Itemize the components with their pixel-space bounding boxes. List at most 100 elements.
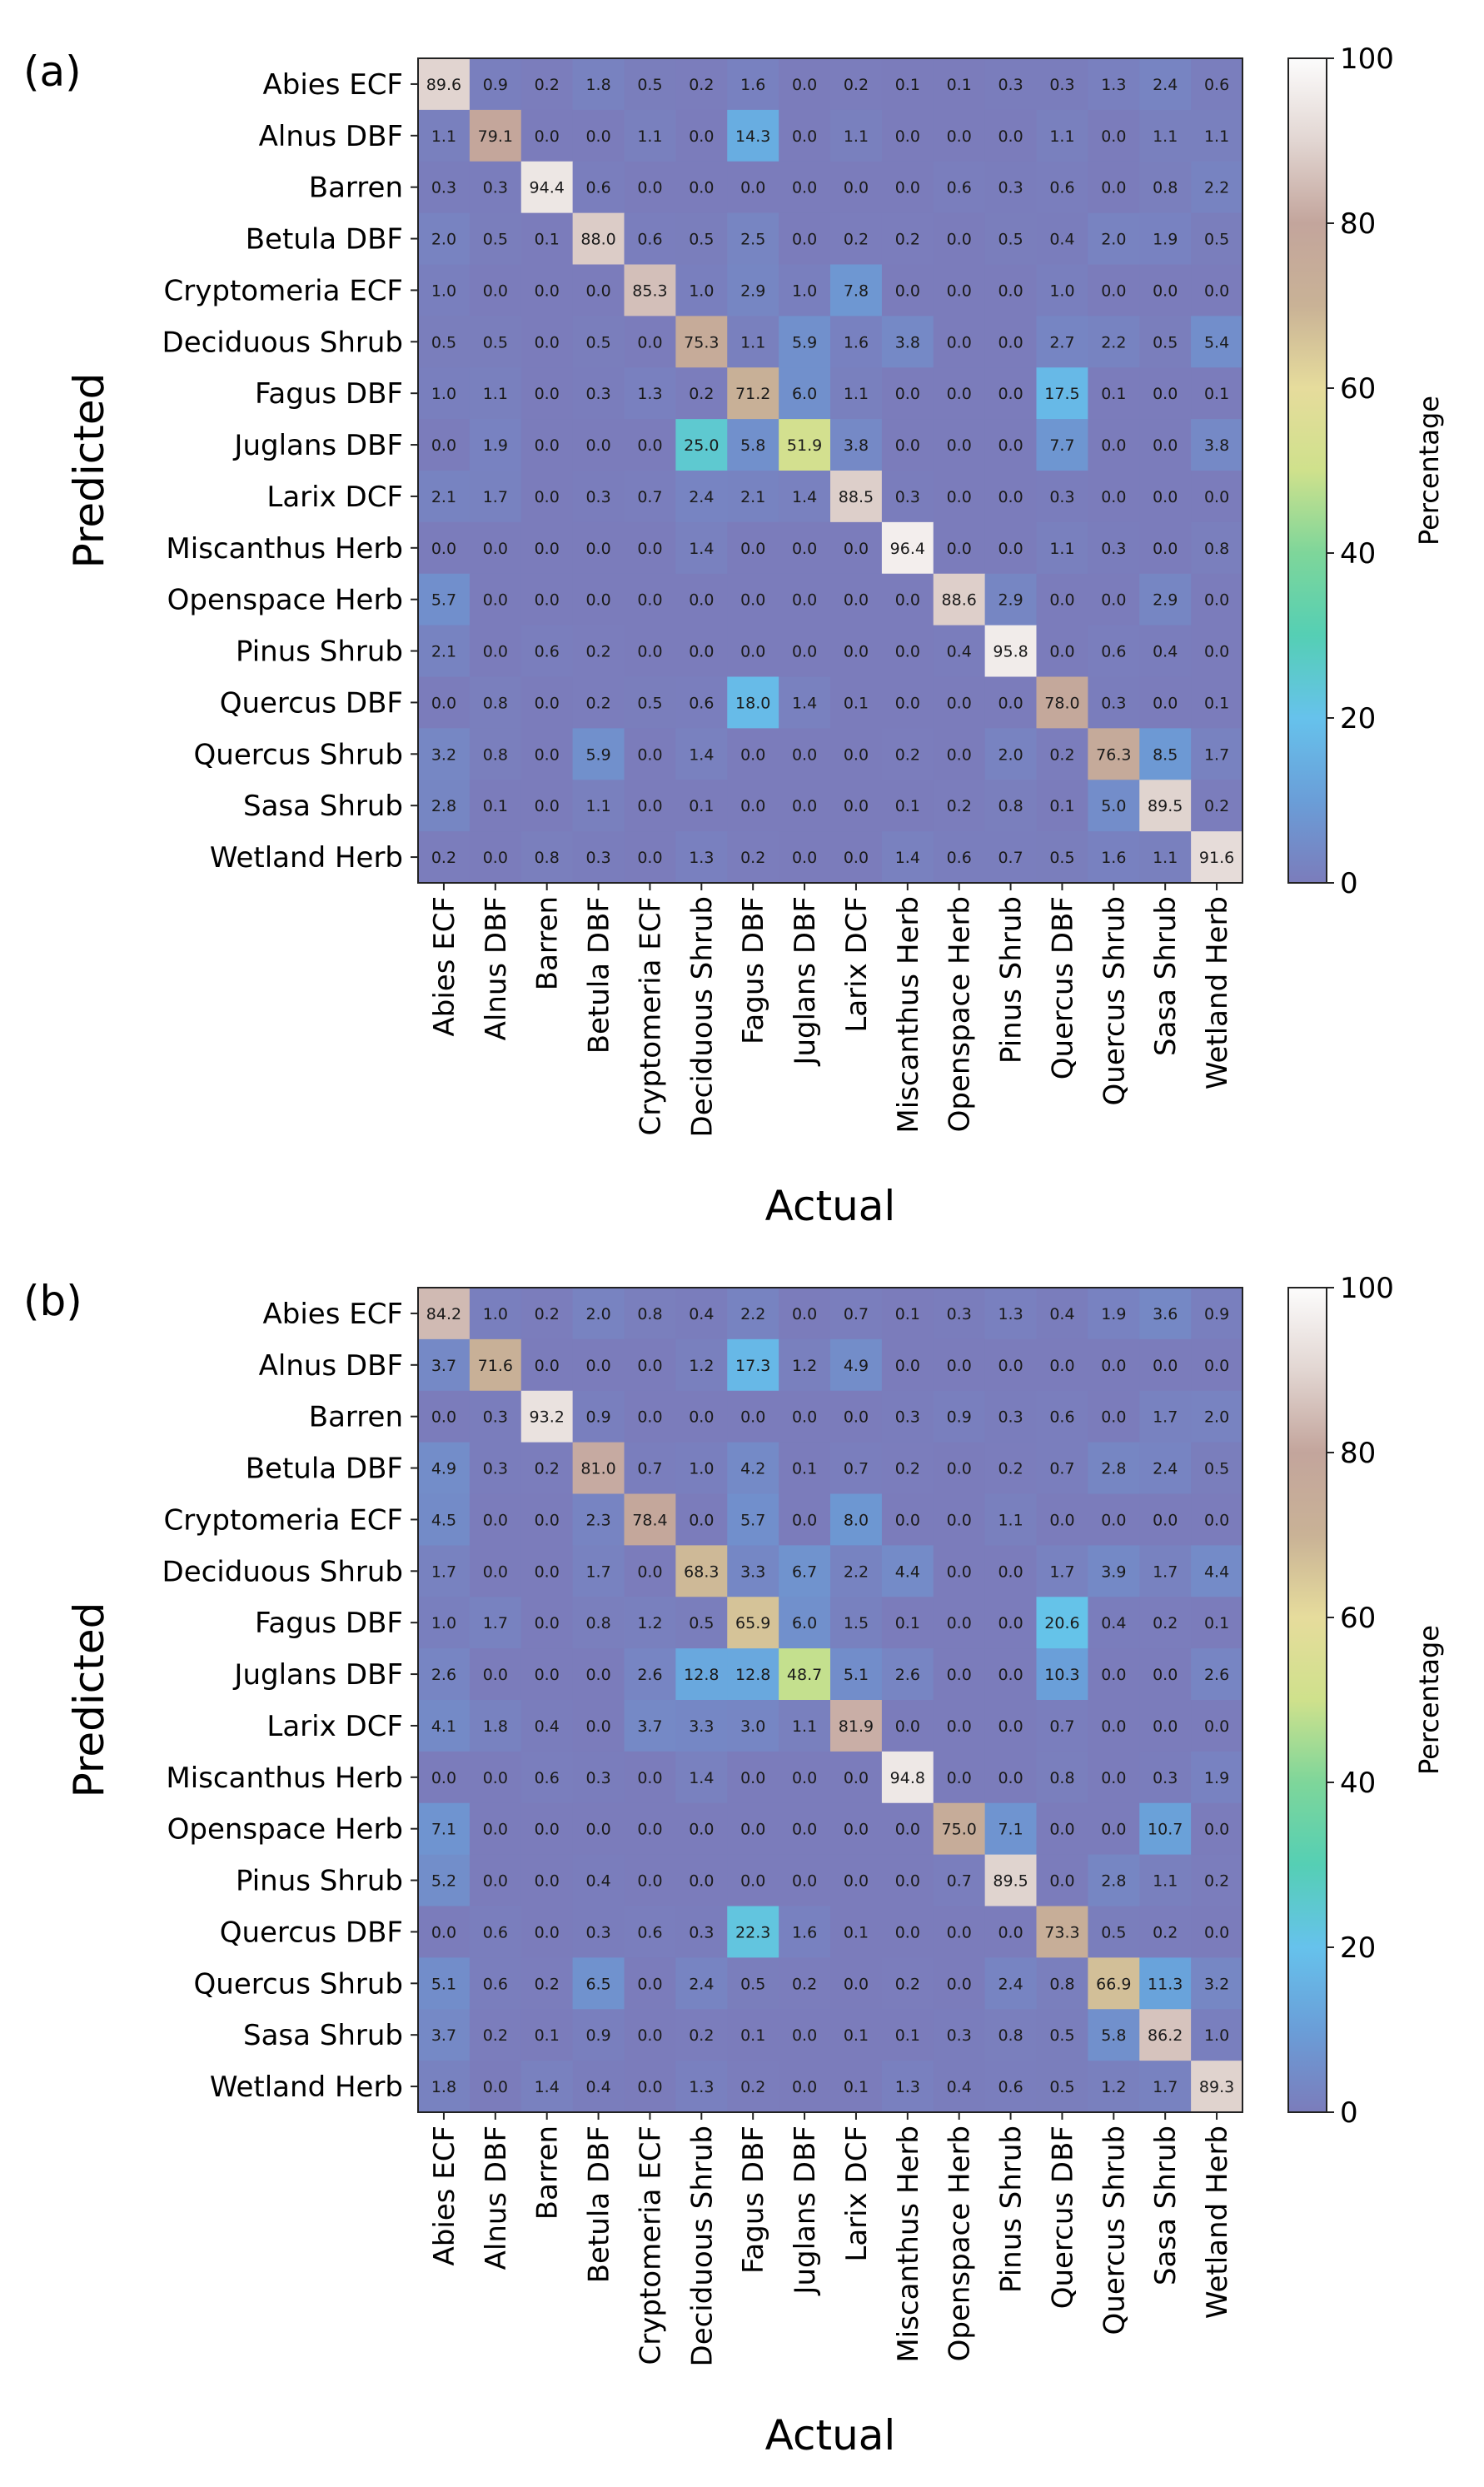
- heatmap-cell: [779, 625, 831, 678]
- heatmap-cell: [779, 419, 831, 471]
- cell-value: 1.6: [844, 333, 869, 351]
- cell-value: 0.0: [740, 1872, 765, 1891]
- cell-value: 1.7: [483, 488, 508, 506]
- x-tick-label: Miscanthus Herb: [892, 2126, 925, 2363]
- cell-value: 0.0: [1204, 488, 1229, 506]
- heatmap-cell: [933, 1597, 986, 1649]
- heatmap-cell: [881, 521, 934, 575]
- heatmap-cell: [624, 1648, 676, 1701]
- cell-value: 0.0: [998, 488, 1023, 506]
- heatmap-cell: [1191, 1802, 1243, 1856]
- heatmap-cell: [727, 1854, 779, 1907]
- cell-value: 0.2: [947, 797, 972, 815]
- heatmap-cell: [933, 521, 986, 575]
- heatmap-cell: [572, 1700, 625, 1752]
- cell-value: 0.0: [535, 333, 560, 351]
- cell-value: 17.5: [1044, 385, 1079, 403]
- y-tick-label: Deciduous Shrub: [162, 326, 403, 359]
- cell-value: 0.0: [1101, 1511, 1126, 1529]
- heatmap-cell: [830, 1545, 883, 1597]
- colorbar-frame: [1287, 57, 1327, 884]
- cell-value: 0.0: [535, 591, 560, 610]
- heatmap-cell: [984, 1957, 1038, 2010]
- cell-value: 0.2: [844, 231, 869, 249]
- heatmap-cell: [1036, 316, 1088, 368]
- cell-value: 91.6: [1199, 849, 1234, 867]
- heatmap-cell: [881, 1288, 934, 1340]
- cell-value: 2.4: [1153, 76, 1178, 94]
- heatmap-cell: [1088, 1597, 1140, 1649]
- cell-value: 0.1: [895, 797, 920, 815]
- heatmap-cell: [727, 1802, 779, 1856]
- heatmap-cell: [984, 1597, 1038, 1649]
- cell-value: 0.1: [1204, 694, 1229, 712]
- heatmap-cell: [830, 161, 883, 214]
- colorbar-tick-label: 40: [1340, 537, 1376, 571]
- cell-value: 0.3: [998, 76, 1023, 94]
- heatmap-cell: [675, 264, 728, 316]
- cell-value: 1.3: [689, 849, 714, 867]
- y-tick-label: Juglans DBF: [232, 429, 403, 462]
- cell-value: 0.0: [947, 1975, 972, 1993]
- cell-value: 0.0: [740, 1408, 765, 1427]
- heatmap-cell: [675, 2009, 728, 2061]
- cell-value: 0.0: [637, 745, 662, 764]
- heatmap-cell: [881, 1802, 934, 1856]
- heatmap-cell: [469, 1288, 522, 1340]
- heatmap-cell: [830, 1906, 883, 1958]
- heatmap-cell: [830, 1597, 883, 1649]
- heatmap-cell: [469, 573, 522, 626]
- cell-value: 0.5: [998, 231, 1023, 249]
- cell-value: 0.0: [1101, 436, 1126, 455]
- cell-value: 1.1: [431, 127, 456, 146]
- heatmap-cell: [1139, 1700, 1192, 1752]
- cell-value: 2.0: [998, 745, 1023, 764]
- heatmap-cell: [418, 316, 471, 368]
- heatmap-cell: [830, 728, 883, 780]
- cell-value: 2.8: [431, 797, 456, 815]
- cell-value: 88.0: [580, 231, 615, 249]
- y-axis-label: Predicted: [65, 373, 113, 569]
- heatmap-cell: [881, 1751, 934, 1804]
- cell-value: 0.0: [1153, 488, 1178, 506]
- heatmap-cell: [727, 573, 779, 626]
- heatmap-cell: [572, 2009, 625, 2061]
- heatmap-cell: [675, 1493, 728, 1546]
- heatmap-cell: [830, 1442, 883, 1495]
- x-tick-label: Pinus Shrub: [995, 2126, 1028, 2293]
- heatmap-cell: [572, 109, 625, 162]
- cell-value: 1.4: [792, 694, 817, 712]
- heatmap-cell: [418, 109, 471, 162]
- cell-value: 0.0: [947, 1562, 972, 1581]
- cell-value: 0.0: [637, 797, 662, 815]
- cell-value: 0.0: [844, 1408, 869, 1427]
- cell-value: 8.0: [844, 1511, 869, 1529]
- cell-value: 0.0: [947, 1717, 972, 1736]
- cell-value: 0.2: [535, 1975, 560, 1993]
- heatmap-cell: [469, 58, 522, 111]
- heatmap-cell: [779, 471, 831, 523]
- cell-value: 0.0: [792, 127, 817, 146]
- x-tick-label: Cryptomeria ECF: [634, 2126, 667, 2365]
- panel-label: (b): [23, 1277, 82, 1325]
- cell-value: 0.0: [947, 1769, 972, 1787]
- cell-value: 0.0: [844, 849, 869, 867]
- heatmap-cell: [675, 780, 728, 832]
- cell-value: 0.0: [792, 1511, 817, 1529]
- cell-value: 0.2: [585, 694, 610, 712]
- heatmap-cell: [418, 367, 471, 420]
- cell-value: 10.7: [1148, 1821, 1183, 1839]
- heatmap-cell: [520, 58, 574, 111]
- cell-value: 76.3: [1096, 745, 1131, 764]
- cell-value: 0.0: [895, 385, 920, 403]
- heatmap-cell: [881, 1338, 934, 1392]
- heatmap-cell: [779, 109, 831, 162]
- heatmap-cell: [984, 1854, 1038, 1907]
- heatmap-cell: [469, 2009, 522, 2061]
- heatmap-cell: [1191, 728, 1243, 780]
- cell-value: 0.1: [844, 694, 869, 712]
- heatmap-cell: [830, 676, 883, 729]
- heatmap-cell: [469, 1648, 522, 1701]
- cell-value: 0.0: [585, 127, 610, 146]
- cell-value: 1.7: [431, 1562, 456, 1581]
